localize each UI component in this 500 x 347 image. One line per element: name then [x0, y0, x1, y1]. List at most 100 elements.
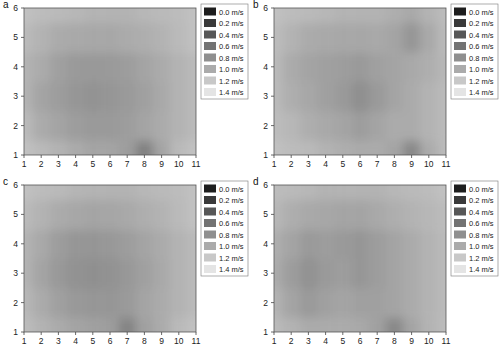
cell — [403, 317, 421, 332]
cell — [386, 82, 404, 112]
legend-label: 1.0 m/s — [469, 242, 494, 251]
cell — [50, 52, 68, 82]
x-tick-label: 8 — [142, 159, 147, 169]
cell — [334, 288, 352, 318]
x-tick — [394, 332, 395, 335]
plot-background — [274, 185, 446, 332]
legend-swatch — [454, 219, 466, 227]
y-tick-label: 4 — [13, 62, 18, 72]
y-tick — [21, 302, 24, 303]
y-tick — [271, 8, 274, 9]
y-tick-label: 1 — [13, 327, 18, 337]
cell — [67, 82, 85, 112]
cell — [136, 185, 154, 200]
cell — [153, 111, 171, 141]
cell — [67, 23, 85, 53]
cell — [283, 317, 301, 332]
x-tick — [196, 155, 197, 158]
legend-swatch — [204, 242, 216, 250]
cell — [33, 317, 51, 332]
x-tick — [377, 155, 378, 158]
cell — [119, 259, 137, 289]
cell — [136, 229, 154, 259]
legend-label: 1.2 m/s — [219, 77, 244, 86]
y-tick — [21, 155, 24, 156]
x-tick-label: 10 — [424, 336, 434, 346]
x-tick — [161, 332, 162, 335]
cell — [300, 8, 318, 23]
cell — [67, 288, 85, 318]
x-tick-label: 7 — [125, 336, 130, 346]
cell — [334, 200, 352, 230]
cell — [369, 23, 387, 53]
y-tick — [271, 155, 274, 156]
cell — [274, 259, 283, 289]
cell — [274, 200, 283, 230]
x-tick — [411, 155, 412, 158]
y-tick-label: 6 — [13, 180, 18, 190]
y-tick — [21, 332, 24, 333]
x-tick-label: 9 — [409, 336, 414, 346]
cell — [24, 229, 33, 259]
cell — [101, 200, 119, 230]
x-tick-label: 11 — [442, 336, 451, 346]
cell — [317, 185, 335, 200]
cell — [283, 200, 301, 230]
y-tick — [271, 302, 274, 303]
cell — [351, 200, 369, 230]
legend-label: 0.6 m/s — [469, 219, 494, 228]
legend-label: 0.4 m/s — [469, 208, 494, 217]
cell — [84, 111, 102, 141]
x-tick-label: 6 — [108, 159, 113, 169]
legend-swatch — [454, 8, 466, 16]
cell — [300, 140, 318, 155]
y-tick — [271, 185, 274, 186]
cell — [317, 140, 335, 155]
cell — [170, 200, 188, 230]
cell — [369, 82, 387, 112]
x-tick-label: 6 — [358, 159, 363, 169]
y-tick-label: 3 — [13, 268, 18, 278]
cell — [101, 229, 119, 259]
cell — [386, 52, 404, 82]
x-tick — [75, 155, 76, 158]
cell — [283, 288, 301, 318]
cell — [136, 288, 154, 318]
cell — [420, 200, 438, 230]
x-tick-label: 9 — [159, 159, 164, 169]
cell — [153, 140, 171, 155]
cell — [403, 52, 421, 82]
legend-label: 0.4 m/s — [469, 31, 494, 40]
cell — [403, 185, 421, 200]
y-tick — [271, 273, 274, 274]
y-tick-label: 1 — [263, 150, 268, 160]
x-tick-label: 11 — [192, 336, 201, 346]
cell — [187, 82, 196, 112]
y-tick — [271, 66, 274, 67]
cell — [101, 288, 119, 318]
cell — [351, 111, 369, 141]
cell — [101, 111, 119, 141]
legend-swatch — [204, 219, 216, 227]
cells — [274, 185, 446, 332]
cell — [187, 259, 196, 289]
cell — [300, 200, 318, 230]
cell — [33, 23, 51, 53]
cell — [437, 259, 446, 289]
cell — [283, 259, 301, 289]
x-tick-label: 9 — [159, 336, 164, 346]
cell — [153, 82, 171, 112]
cell — [274, 23, 283, 53]
x-tick — [58, 332, 59, 335]
y-tick — [21, 96, 24, 97]
x-tick — [411, 332, 412, 335]
cell — [136, 200, 154, 230]
legend-swatch — [454, 65, 466, 73]
cell — [386, 8, 404, 23]
cell — [317, 52, 335, 82]
cell — [24, 185, 33, 200]
cell — [33, 8, 51, 23]
x-tick-label: 5 — [90, 159, 95, 169]
panel: 1234567891011123456b0.0 m/s0.2 m/s0.4 m/… — [253, 0, 498, 170]
legend-label: 1.4 m/s — [469, 265, 494, 274]
